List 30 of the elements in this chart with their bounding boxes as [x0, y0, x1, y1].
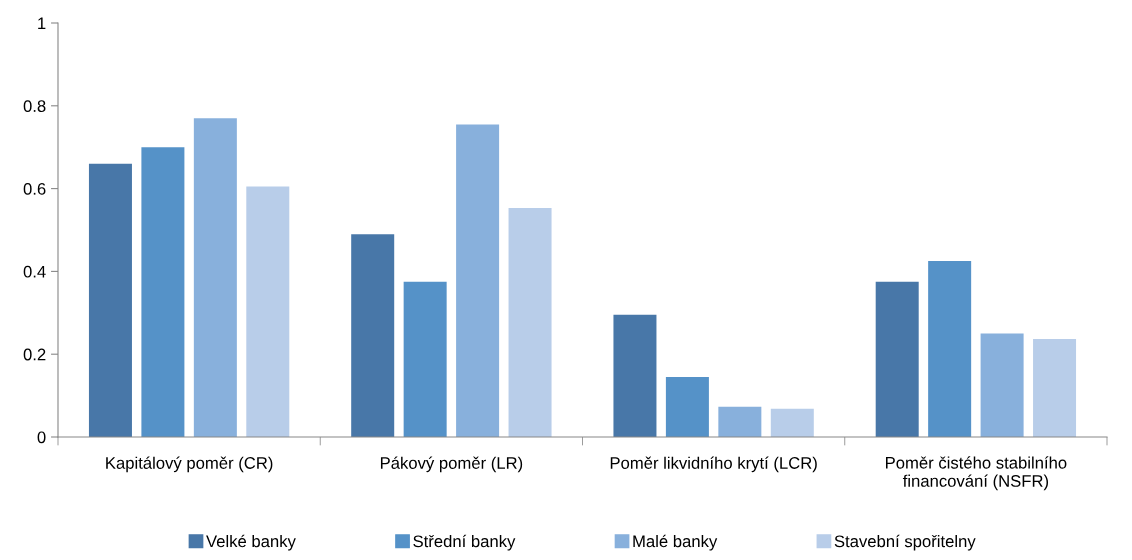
y-tick-label: 0.6 [23, 183, 46, 195]
bar [141, 147, 185, 437]
legend-label: Střední banky [413, 534, 516, 551]
bar [928, 261, 972, 437]
legend-label: Stavební spořitelny [834, 534, 976, 551]
x-tick-label: Kapitálový poměr (CR) [106, 456, 273, 473]
bar [875, 281, 919, 437]
legend-label: Malé banky [633, 534, 718, 551]
bar [508, 208, 552, 437]
bar [246, 186, 290, 437]
y-tick-label: 0.4 [23, 265, 46, 278]
legend-label: Velké banky [206, 534, 296, 551]
bar [351, 234, 395, 437]
bar [403, 281, 447, 437]
bar [770, 408, 814, 437]
bar [456, 124, 500, 437]
y-tick-label: 0.8 [23, 100, 46, 112]
bar [718, 406, 762, 437]
bar [980, 333, 1024, 437]
y-tick-label: 1 [38, 17, 46, 30]
x-tick-label: Poměr čistého stabilního financování (NSFR) [886, 456, 1067, 491]
bar [1033, 338, 1077, 437]
y-tick-label: 0.2 [23, 348, 46, 361]
y-tick-label: 0 [37, 431, 46, 444]
bar [193, 118, 237, 437]
bar [88, 163, 132, 437]
bar [613, 314, 657, 437]
x-tick-label: Poměr likvidního krytí (LCR) [610, 456, 817, 473]
bar [665, 376, 709, 437]
x-tick-label: Pákový poměr (LR) [380, 456, 523, 473]
